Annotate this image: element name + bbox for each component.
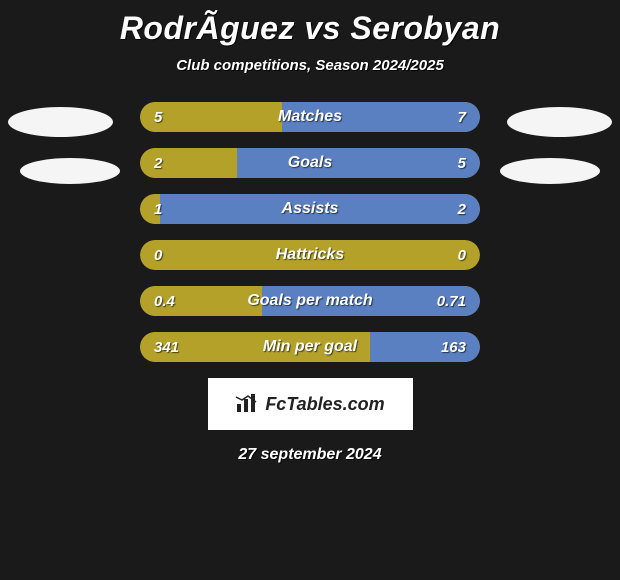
stat-row: Goals per match0.4 0.71 — [140, 286, 480, 316]
stats-bars: Matches57Goals25Assists12Hattricks00Goal… — [140, 102, 480, 362]
stat-row: Assists1 2 — [140, 194, 480, 224]
stat-value-player1: 0.4 — [154, 286, 175, 316]
stat-value-player2: 163 — [441, 332, 466, 362]
stat-value-player2: 0.71 — [437, 286, 466, 316]
logo-text: FcTables.com — [265, 394, 384, 415]
stat-row: Goals2 5 — [140, 148, 480, 178]
stat-value-player1: 0 — [154, 240, 162, 270]
logo-box: FcTables.com — [208, 378, 413, 430]
player1-avatar-shape-1 — [8, 107, 113, 137]
subtitle: Club competitions, Season 2024/2025 — [0, 57, 620, 74]
stat-label: Assists — [140, 194, 480, 224]
stat-value-player2: 7 — [458, 102, 466, 132]
page-title: RodrÃ­guez vs Serobyan — [0, 0, 620, 47]
date-line: 27 september 2024 — [0, 446, 620, 464]
comparison-content: Matches57Goals25Assists12Hattricks00Goal… — [0, 102, 620, 464]
stat-value-player2: 0 — [458, 240, 466, 270]
stat-value-player1: 1 — [154, 194, 162, 224]
stat-row: Hattricks0 0 — [140, 240, 480, 270]
stat-label: Hattricks — [140, 240, 480, 270]
stat-value-player1: 341 — [154, 332, 179, 362]
stat-value-player2: 2 — [458, 194, 466, 224]
player2-avatar-shape-2 — [500, 158, 600, 184]
stat-value-player2: 5 — [458, 148, 466, 178]
stat-label: Goals per match — [140, 286, 480, 316]
stat-label: Matches — [140, 102, 480, 132]
stat-row: Min per goal341 163 — [140, 332, 480, 362]
stat-row: Matches5 7 — [140, 102, 480, 132]
stat-value-player1: 2 — [154, 148, 162, 178]
player2-avatar-shape-1 — [507, 107, 612, 137]
bar-chart-icon — [235, 394, 259, 414]
stat-value-player1: 5 — [154, 102, 162, 132]
stat-label: Goals — [140, 148, 480, 178]
stat-label: Min per goal — [140, 332, 480, 362]
player1-avatar-shape-2 — [20, 158, 120, 184]
